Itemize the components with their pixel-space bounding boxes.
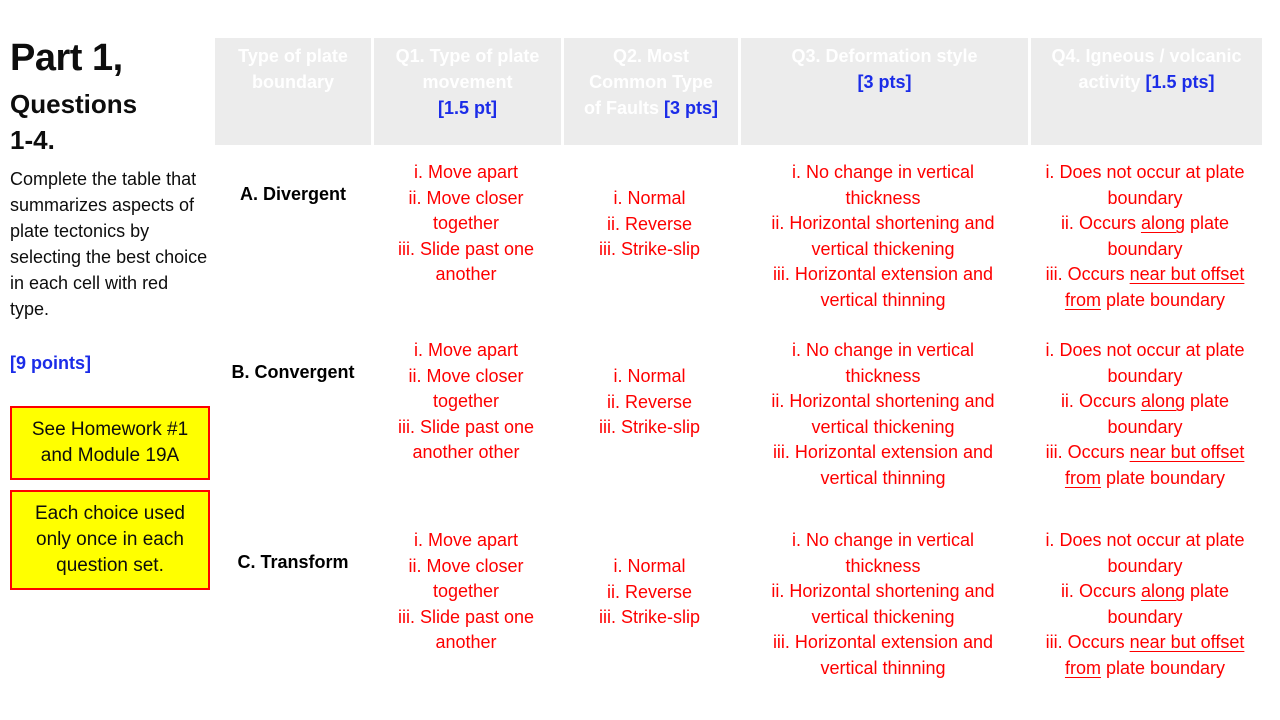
cell-q2-divergent: i. Normal ii. Reverse iii. Strike-slip [598, 188, 700, 259]
table-row-convergent: B. Convergent i. Move apart ii. Move clo… [215, 323, 1262, 513]
cell-q2-transform: i. Normal ii. Reverse iii. Strike-slip [598, 556, 700, 627]
subtitle-line-1: Questions [10, 89, 138, 119]
cell-q1-convergent: i. Move apart ii. Move closer together i… [397, 340, 535, 462]
cell-q4-divergent: i. Does not occur at plate boundary ii. … [1045, 162, 1245, 310]
subtitle-line-2: 1-4. [10, 125, 55, 155]
instructions-text: Complete the table that summarizes aspec… [10, 169, 208, 319]
cell-q2-convergent: i. Normal ii. Reverse iii. Strike-slip [598, 366, 700, 437]
q4-points-label: [1.5 pts] [1145, 72, 1215, 92]
row-label-divergent: A. Divergent [239, 184, 347, 204]
cell-q3-convergent: i. No change in vertical thickness ii. H… [771, 340, 995, 488]
note-box-homework: See Homework #1 and Module 19A [10, 406, 210, 480]
row-label-convergent: B. Convergent [231, 362, 355, 382]
cell-q3-transform: i. No change in vertical thickness ii. H… [771, 530, 995, 678]
table-row-transform: C. Transform i. Move apart ii. Move clos… [215, 513, 1262, 703]
q1-points-label: [1.5 pt] [437, 98, 497, 118]
cell-q1-divergent: i. Move apart ii. Move closer together i… [397, 162, 535, 284]
header-q3-deformation-style: Q3. Deformation style [3 pts] [738, 38, 1028, 145]
note-box-choices: Each choice used only once in each quest… [10, 490, 210, 590]
slide-subtitle: Questions 1-4. [10, 86, 210, 158]
slide-title: Part 1, [10, 37, 123, 79]
cell-q3-divergent: i. No change in vertical thickness ii. H… [771, 162, 995, 310]
questions-table: Type of plate boundary Q1. Type of plate… [215, 38, 1262, 703]
cell-q4-transform: i. Does not occur at plate boundary ii. … [1045, 530, 1245, 678]
q2-points-label: [3 pts] [664, 98, 718, 118]
header-type-of-plate-boundary: Type of plate boundary [215, 38, 371, 145]
left-panel: Part 1, Questions 1-4. Complete the tabl… [10, 34, 210, 590]
table-row-divergent: A. Divergent i. Move apart ii. Move clos… [215, 145, 1262, 323]
q3-points-label: [3 pts] [857, 72, 912, 92]
cell-q1-transform: i. Move apart ii. Move closer together i… [397, 530, 535, 652]
points-badge: [9 points] [10, 353, 91, 373]
table-header-row: Type of plate boundary Q1. Type of plate… [215, 38, 1262, 145]
header-q2-fault-type: Q2. Most Common Type of Faults [3 pts] [561, 38, 738, 145]
header-q4-igneous-activity: Q4. Igneous / volcanic activity [1.5 pts… [1028, 38, 1262, 145]
header-q1-plate-movement: Q1. Type of plate movement [1.5 pt] [371, 38, 561, 145]
cell-q4-convergent: i. Does not occur at plate boundary ii. … [1045, 340, 1245, 488]
row-label-transform: C. Transform [237, 552, 349, 572]
